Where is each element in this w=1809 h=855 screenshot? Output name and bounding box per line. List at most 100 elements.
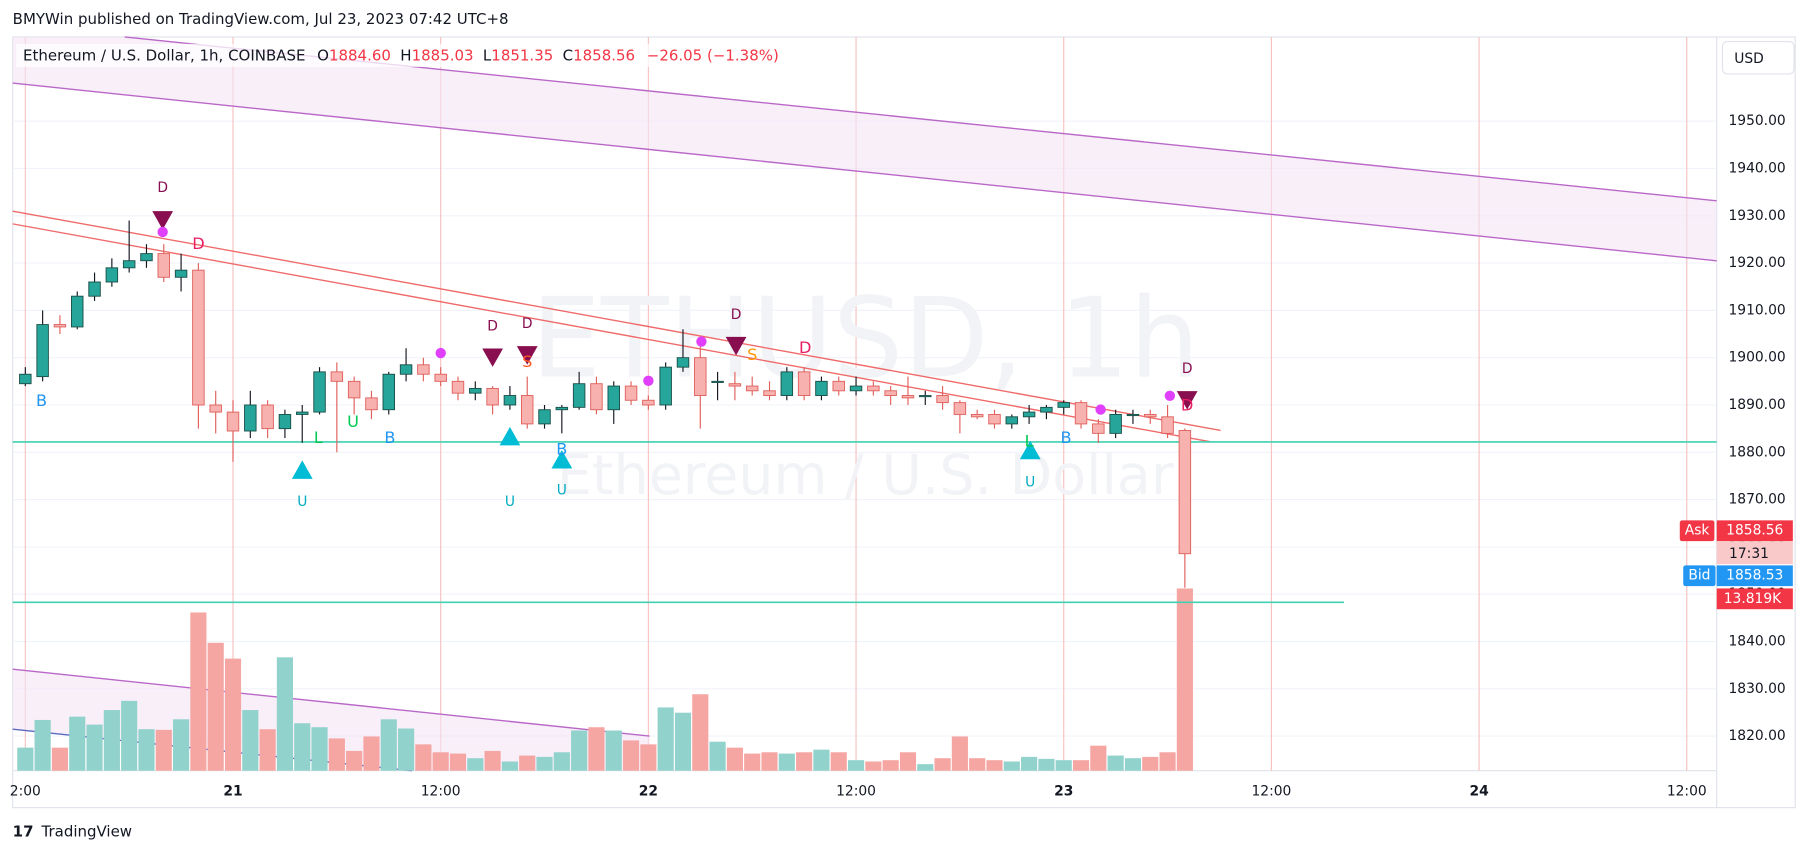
candle-body [676, 357, 690, 368]
legend-letter: L [483, 46, 492, 64]
volume-bar [276, 657, 294, 771]
volume-bar [432, 752, 449, 771]
published-note: BMYWin published on TradingView.com, Jul… [13, 10, 509, 28]
candle-body [53, 324, 67, 328]
volume-bar [397, 728, 415, 771]
candle-body [780, 371, 794, 396]
volume-layer [17, 588, 1193, 771]
sell-triangles [152, 211, 1198, 410]
volume-bar [328, 738, 345, 771]
candle-body [226, 411, 240, 432]
y-tick-label: 1900.00 [1728, 350, 1785, 366]
y-tick-label: 1870.00 [1728, 492, 1785, 508]
signal-label: B [556, 439, 567, 458]
dot [1095, 404, 1106, 415]
signal-label: L [1025, 431, 1034, 450]
volume-bar [69, 716, 86, 771]
currency-button[interactable] [1721, 41, 1795, 75]
candle-body [486, 387, 499, 406]
candle-body [278, 413, 292, 430]
candle-body [642, 399, 655, 406]
volume-bar [121, 700, 138, 771]
volume-bar [1090, 745, 1107, 771]
volume-bar [761, 752, 778, 771]
volume-bar [224, 658, 242, 771]
candle-body [417, 364, 430, 375]
candle-layer [19, 220, 1192, 588]
signal-label: S [522, 352, 532, 371]
y-tick-label: 1910.00 [1728, 302, 1785, 318]
volume-bar [1038, 758, 1055, 771]
legend-value: 1851.35 [491, 46, 553, 64]
volume-bar [1072, 760, 1090, 771]
volume-bar [726, 747, 743, 771]
candle-body [105, 267, 119, 283]
candle-body [970, 413, 984, 418]
countdown: 17:31 [1729, 546, 1769, 562]
candle-body [694, 357, 707, 396]
y-tick-label: 1830.00 [1728, 681, 1785, 697]
signal-label: D [799, 338, 811, 357]
signal-label: B [1060, 428, 1071, 447]
volume-bar [155, 729, 172, 771]
candle-body [244, 404, 257, 432]
candle-body [296, 411, 309, 415]
sell-marker [152, 211, 174, 230]
channel-line [12, 82, 1717, 262]
candle-body [849, 385, 863, 392]
candle-body [953, 402, 967, 415]
x-tick-label: 23 [1054, 783, 1073, 799]
dots [157, 226, 1176, 415]
signal-label: U [347, 412, 359, 431]
dot [435, 347, 446, 359]
x-tick-label: 12:00 [1251, 783, 1291, 799]
volume-bar [778, 753, 795, 771]
countdown-box [1716, 541, 1793, 565]
sell-marker [516, 346, 538, 365]
volume-bar [519, 755, 536, 771]
candle-body [659, 366, 672, 406]
dot [643, 375, 654, 386]
candle-body [36, 324, 49, 378]
candle-body [1074, 402, 1088, 425]
candle-body [1178, 430, 1192, 555]
volume-bar [622, 740, 640, 771]
buy-triangles [291, 426, 1041, 479]
y-tick-label: 1820.00 [1728, 728, 1785, 744]
buy-marker [499, 426, 521, 446]
candle-body [192, 269, 205, 406]
candle-body [347, 380, 361, 399]
candle-body [140, 253, 153, 262]
sell-marker [1176, 391, 1198, 410]
signal-labels: B D D L U B U D D S U B U D S D L B U D … [36, 180, 1193, 510]
x-tick-label: 12:00 [1667, 783, 1707, 799]
volume-bar [1176, 588, 1193, 771]
signal-label: U [505, 494, 515, 510]
y-tick-label: 1840.00 [1728, 633, 1785, 649]
volume-bar [346, 750, 363, 771]
candle-body [71, 295, 84, 328]
volume-bar [605, 730, 622, 771]
volume-bar [882, 760, 899, 771]
brand-name: TradingView [41, 822, 133, 840]
signal-label: B [36, 391, 47, 410]
candle-body [122, 260, 136, 269]
candle-body [815, 380, 828, 396]
candle-body [520, 395, 534, 425]
x-tick-label: 21 [223, 783, 242, 799]
candle-body [797, 371, 811, 396]
ask-tag [1679, 520, 1715, 542]
candle-body [261, 404, 274, 430]
volume-bar [449, 753, 467, 771]
legend-background [16, 43, 720, 67]
volume-bar [969, 758, 986, 771]
volume-bar [380, 719, 397, 771]
volume-bar [796, 752, 813, 771]
volume-bar [692, 694, 709, 771]
volume-bar [899, 752, 917, 771]
volume-bar [190, 612, 207, 771]
volume-bar [501, 761, 518, 771]
y-tick-label: 1920.00 [1728, 255, 1785, 271]
candle-body [503, 395, 517, 406]
signal-label: D [1182, 361, 1193, 377]
